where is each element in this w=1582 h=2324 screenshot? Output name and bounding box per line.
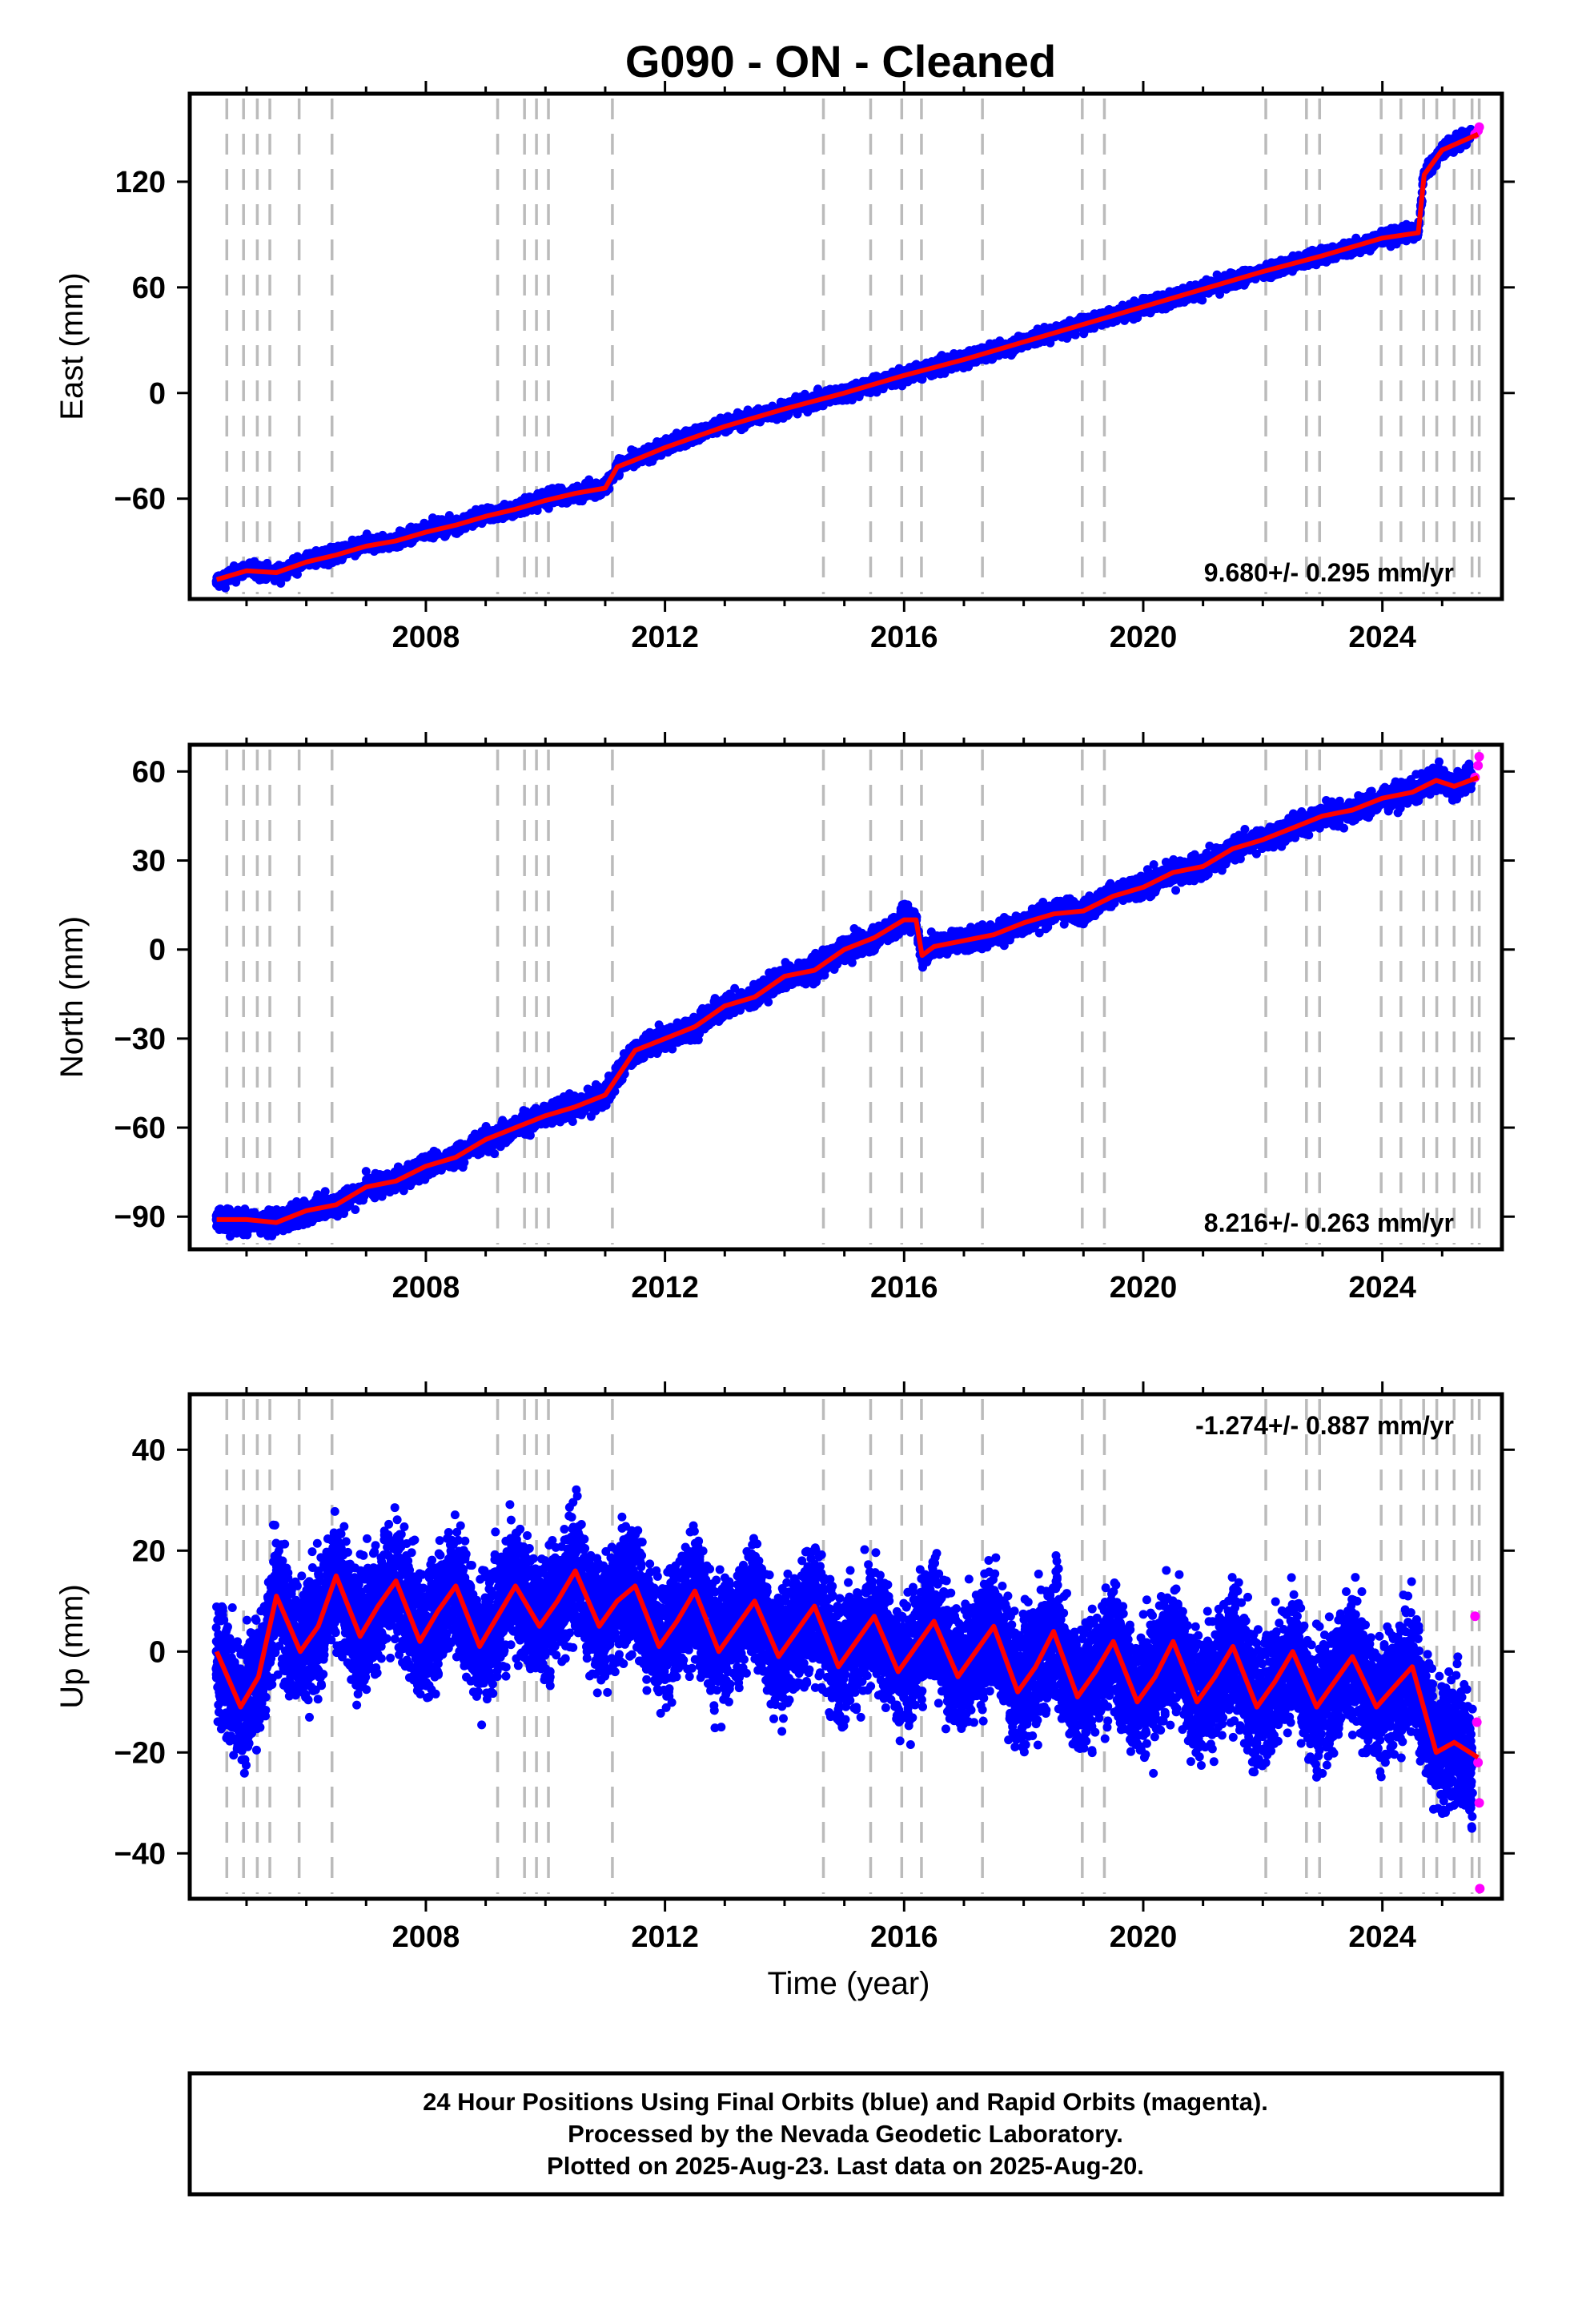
y-tick-label: 60 [132,271,166,305]
rate-annotation: 9.680+/- 0.295 mm/yr [1204,558,1454,587]
rapid-orbit-point [1474,122,1484,132]
x-tick-label: 2020 [1110,621,1178,654]
east-panel: 2008 2012 2016 2020 2024 −60 0 60 120 East (mm) 9.… [54,81,1515,654]
x-tick-label: 2024 [1348,621,1416,654]
north-panel: 2008 2012 2016 2020 2024−90−60−3003060North … [54,732,1515,1305]
y-axis-label: East (mm) [54,272,90,420]
data-point [276,578,286,588]
chart-title: G090 - ON - Cleaned [625,36,1056,86]
y-tick-label: 120 [115,166,166,199]
y-tick-label: −60 [114,483,166,517]
x-tick-label: 2008 [392,621,460,654]
y-tick-label: 0 [149,377,166,411]
x-tick-label: 2016 [870,621,938,654]
x-tick-label: 2012 [631,621,699,654]
model-fit-line [215,131,1480,582]
final-orbit-points [211,124,1477,593]
